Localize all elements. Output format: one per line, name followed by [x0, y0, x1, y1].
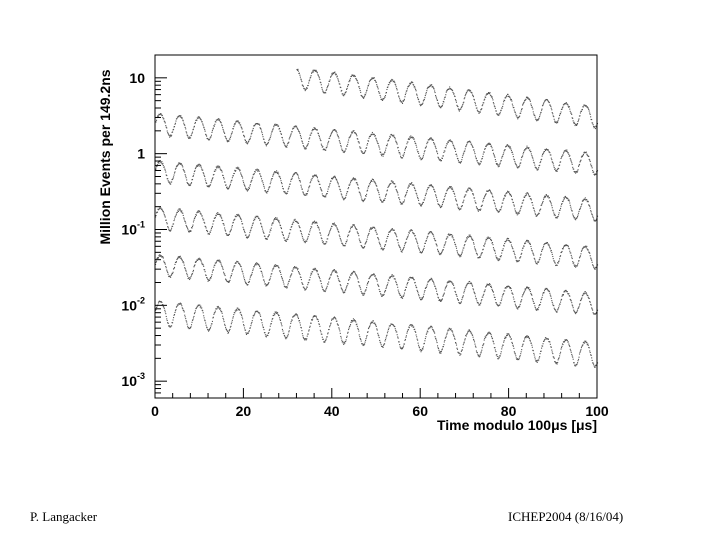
series-1	[296, 68, 599, 130]
series-2	[155, 113, 599, 176]
x-tick-label: 60	[412, 403, 428, 419]
series-4	[155, 207, 599, 270]
y-tick-label: 10-3	[121, 371, 145, 389]
x-tick-label: 20	[236, 403, 252, 419]
series-5	[155, 254, 599, 315]
x-tick-label: 100	[585, 403, 609, 419]
y-tick-label: 10	[129, 70, 145, 86]
x-axis: 0 20 40 60 80 100	[151, 388, 609, 419]
x-tick-label: 40	[324, 403, 340, 419]
x-tick-label: 0	[151, 403, 159, 419]
y-axis-title: Million Events per 149.2ns	[97, 69, 113, 244]
y-tick-label: 10-2	[121, 295, 145, 313]
series-6	[155, 300, 599, 368]
x-axis-title: Time modulo 100μs [μs]	[437, 417, 597, 433]
y-tick-label: 1	[137, 146, 145, 162]
footer-author: P. Langacker	[30, 509, 98, 524]
x-tick-label: 80	[501, 403, 517, 419]
series-layer	[155, 68, 599, 368]
plot-frame	[154, 54, 598, 399]
series-3	[155, 160, 599, 222]
y-tick-label: 10-1	[121, 220, 145, 238]
footer-conference: ICHEP2004 (8/16/04)	[508, 509, 624, 524]
y-axis: 10-3 10-2 10-1 1 10	[121, 54, 167, 399]
